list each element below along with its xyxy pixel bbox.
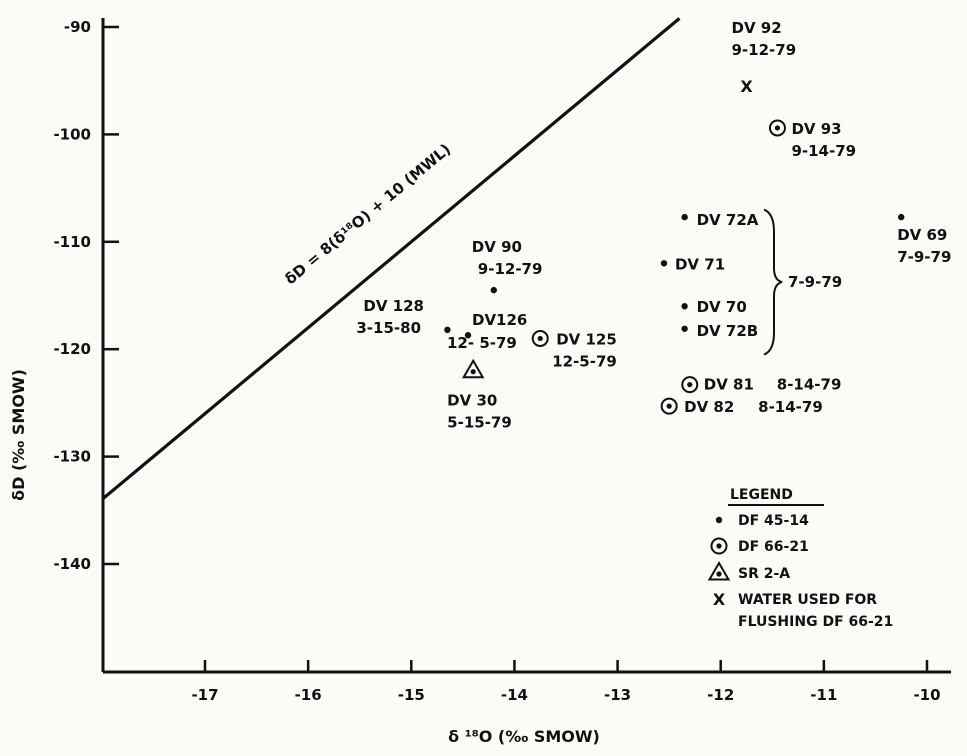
axes: -17 -16 -15 -14 -13 -12 -11 -10 -90 -100 -110 -120 -…	[9, 18, 951, 746]
x-tick-label: -12	[707, 686, 734, 704]
point-dv82-label: DV 82	[684, 398, 734, 416]
legend-0-dot	[715, 516, 723, 524]
point-dv125-ring	[531, 329, 549, 347]
legend-entry-3-line-0: WATER USED FOR	[738, 592, 877, 608]
point-dv69-label: DV 69	[897, 226, 947, 244]
point-dv30-label: DV 30	[447, 392, 497, 410]
mwl-line	[101, 17, 681, 500]
brace-group-date: 7-9-79	[788, 273, 842, 291]
point-dv70-dot	[681, 303, 688, 310]
y-tick-label: -110	[53, 233, 91, 251]
point-dv70-label: DV 70	[697, 298, 747, 316]
point-dv82-dot	[666, 403, 672, 409]
point-dv128-label: DV 128	[363, 297, 424, 315]
point-dv71-label: DV 71	[675, 255, 725, 273]
mwl-label: δD = 8(δ¹⁸O) + 10 (MWL)	[281, 140, 454, 288]
point-dv72a-label: DV 72A	[697, 211, 759, 229]
point-dv128-date: 3-15-80	[356, 319, 421, 337]
point-dv90-dot	[490, 286, 497, 294]
point-dv90-label: DV 90	[472, 238, 522, 256]
group-brace	[763, 208, 783, 356]
legend-1-ring	[710, 537, 728, 555]
point-dv125-date: 12-5-79	[552, 352, 617, 370]
point-dv72b-dot	[681, 325, 688, 332]
x-tick-label: -14	[501, 686, 528, 704]
legend-1-dot	[716, 543, 722, 549]
point-dv93-ring	[768, 119, 786, 137]
legend-entry-2-line-0: SR 2-A	[738, 566, 790, 582]
point-dv90-date: 9-12-79	[478, 260, 543, 278]
point-dv125-dot	[537, 335, 543, 342]
point-dv72a-dot	[681, 213, 688, 221]
x-tick-label: -17	[191, 686, 218, 704]
legend-2-triangle	[707, 560, 731, 581]
y-tick-label: -140	[53, 555, 91, 573]
point-dv92-label: DV 92	[732, 19, 782, 37]
y-tick-label: -130	[53, 448, 91, 466]
point-dv126-dot	[464, 332, 472, 339]
x-tick-label: -15	[398, 686, 425, 704]
point-dv93-date: 9-14-79	[791, 142, 856, 160]
y-axis-title: δD (‰ SMOW)	[9, 369, 28, 501]
point-dv81-dot	[687, 382, 693, 388]
legend-entry-1-line-0: DF 66-21	[738, 539, 809, 555]
legend-3-x: X	[713, 590, 726, 609]
legend-2-dot	[716, 571, 722, 577]
point-dv126-label: DV126	[472, 311, 527, 329]
legend: LEGEND DF 45-14 DF 66-21 SR 2-A X WATER USED …	[707, 487, 893, 630]
x-axis-title: δ ¹⁸O (‰ SMOW)	[448, 727, 600, 746]
point-dv69-date: 7-9-79	[897, 248, 951, 266]
data-points: X	[444, 77, 905, 415]
mwl-line-group: δD = 8(δ¹⁸O) + 10 (MWL)	[101, 17, 681, 500]
y-tick-label: -120	[53, 340, 91, 358]
x-tick-label: -10	[913, 686, 940, 704]
point-dv82-date: 8-14-79	[758, 398, 823, 416]
x-tick-label: -16	[295, 686, 322, 704]
point-dv30-triangle	[461, 358, 485, 379]
point-labels: DV 90 9-12-79 DV 128 3-15-80 DV126 12- 5-79 DV…	[356, 19, 951, 432]
point-dv81-date: 8-14-79	[777, 376, 842, 394]
x-tick-label: -11	[810, 686, 837, 704]
legend-title: LEGEND	[730, 487, 793, 503]
point-dv125-label: DV 125	[556, 330, 617, 348]
point-dv92-x: X	[740, 77, 753, 96]
point-dv81-ring	[681, 376, 699, 394]
point-dv30-date: 5-15-79	[447, 414, 512, 432]
x-tick-label: -13	[604, 686, 631, 704]
y-tick-label: -100	[53, 125, 91, 143]
point-dv69-dot	[898, 213, 905, 221]
point-dv93-dot	[774, 125, 781, 131]
point-dv92-date: 9-12-79	[732, 41, 797, 59]
point-dv71-dot	[660, 260, 668, 267]
legend-entry-3-line-1: FLUSHING DF 66-21	[738, 614, 893, 630]
point-dv93-label: DV 93	[791, 120, 841, 138]
point-dv81-label: DV 81	[704, 376, 754, 394]
point-dv128-dot	[444, 326, 451, 334]
legend-entry-0-line-0: DF 45-14	[738, 513, 809, 529]
point-dv30-dot	[470, 369, 476, 375]
point-dv126-date: 12- 5-79	[447, 334, 517, 352]
point-dv72b-label: DV 72B	[697, 322, 759, 340]
point-dv82-ring	[660, 397, 678, 415]
y-tick-label: -90	[64, 18, 91, 36]
